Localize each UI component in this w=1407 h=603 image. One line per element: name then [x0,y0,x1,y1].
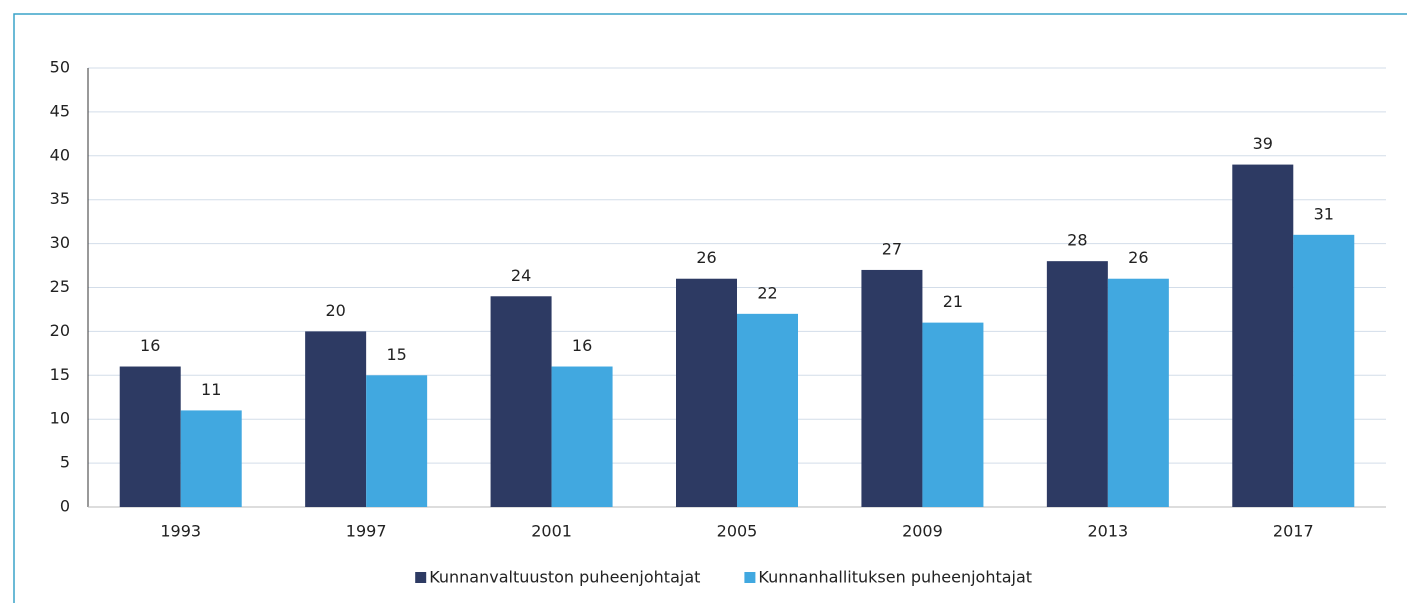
data-label: 26 [696,248,716,267]
data-label: 11 [201,380,221,399]
y-tick-label: 25 [50,277,70,296]
bar [119,366,181,507]
x-tick-label: 2013 [1087,522,1128,541]
data-label: 24 [511,266,531,285]
bar [490,296,552,507]
legend-swatch [744,572,756,583]
data-label: 22 [757,283,777,302]
y-tick-label: 0 [60,497,70,516]
data-label: 16 [572,336,592,355]
y-tick-label: 30 [50,233,70,252]
data-label: 27 [882,239,902,258]
bar [922,322,984,507]
data-label: 31 [1314,204,1334,223]
x-tick-label: 1997 [346,522,387,541]
data-label: 21 [943,292,963,311]
legend-label: Kunnanvaltuuston puheenjohtajat [429,568,700,587]
data-label: 16 [140,336,160,355]
x-tick-label: 2017 [1273,522,1314,541]
x-tick-label: 2001 [531,522,572,541]
y-tick-label: 20 [50,321,70,340]
bar [180,410,242,507]
y-tick-label: 15 [50,365,70,384]
x-tick-label: 2009 [902,522,943,541]
y-tick-label: 35 [50,189,70,208]
y-tick-label: 45 [50,101,70,120]
x-tick-label: 2005 [717,522,758,541]
bar [551,366,613,507]
bar [737,313,798,507]
y-tick-label: 50 [50,58,70,77]
x-tick-label: 1993 [160,522,201,541]
y-tick-label: 10 [50,409,70,428]
data-label: 15 [386,345,406,364]
bar [1293,234,1355,507]
legend-swatch [415,572,427,583]
bar [305,331,367,507]
data-label: 20 [325,301,345,320]
y-tick-label: 5 [60,453,70,472]
bar [1232,164,1294,507]
data-label: 39 [1253,134,1273,153]
bar [1107,278,1169,507]
frame [13,13,1407,603]
y-tick-label: 40 [50,145,70,164]
bar [366,375,428,507]
bar [861,269,923,507]
data-label: 28 [1067,231,1087,250]
legend-label: Kunnanhallituksen puheenjohtajat [758,568,1032,587]
bar [1046,261,1108,507]
data-label: 26 [1128,248,1148,267]
bar [676,278,737,507]
